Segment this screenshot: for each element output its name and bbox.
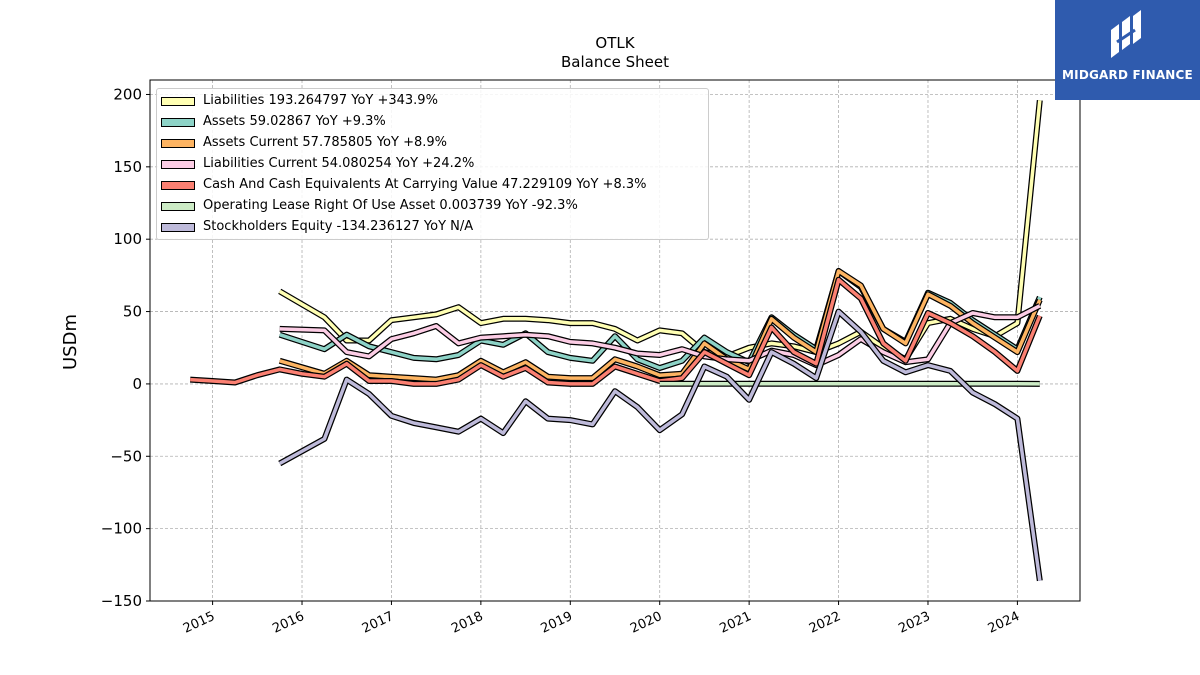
y-tick-label: 200 [113,85,142,103]
midgard-logo-icon [1111,10,1141,58]
y-tick-label: 100 [113,230,142,248]
y-axis-label: USDm [60,314,81,370]
series-stockholders-equity [278,308,1043,582]
x-tick-label: 2019 [539,609,575,637]
series-liabilities-current [279,303,1042,369]
legend-item-liabilities: Liabilities 193.264797 YoY +343.9% [157,91,707,111]
logo-text: MIDGARD FINANCE [1062,68,1193,82]
legend-item-cash: Cash And Cash Equivalents At Carrying Va… [157,175,707,195]
y-tick-label: −50 [110,447,142,465]
legend-swatch [161,97,195,106]
legend-label: Assets Current 57.785805 YoY +8.9% [203,135,447,150]
legend-swatch [161,223,195,232]
legend-item-assets-current: Assets Current 57.785805 YoY +8.9% [157,133,707,153]
y-tick-label: 150 [113,158,142,176]
x-tick-label: 2017 [360,609,396,637]
legend-item-liabilities-current: Liabilities Current 54.080254 YoY +24.2% [157,154,707,174]
series-lines [190,99,1043,582]
x-tick-label: 2016 [270,609,306,637]
chart-legend: Liabilities 193.264797 YoY +343.9% Asset… [156,88,709,240]
x-tick-label: 2021 [717,609,753,637]
legend-swatch [161,139,195,148]
y-tick-label: −150 [101,592,142,610]
series-line [278,309,1042,581]
x-tick-label: 2018 [449,609,485,637]
y-tick-label: 50 [123,303,142,321]
x-tick-label: 2022 [807,609,843,637]
legend-label: Assets 59.02867 YoY +9.3% [203,114,386,129]
legend-swatch [161,202,195,211]
legend-label: Stockholders Equity -134.236127 YoY N/A [203,219,474,234]
legend-item-stockholders-equity: Stockholders Equity -134.236127 YoY N/A [157,217,707,237]
series-line [279,269,1042,382]
midgard-finance-logo: MIDGARD FINANCE [1055,0,1200,100]
legend-label: Cash And Cash Equivalents At Carrying Va… [203,177,647,192]
x-tick-label: 2023 [896,609,932,637]
legend-item-assets: Assets 59.02867 YoY +9.3% [157,112,707,132]
legend-label: Operating Lease Right Of Use Asset 0.003… [203,198,578,213]
series-line [279,304,1041,367]
x-tick-label: 2015 [181,609,217,637]
legend-item-operating-lease: Operating Lease Right Of Use Asset 0.003… [157,196,707,216]
legend-swatch [161,160,195,169]
series-cash-and-cash-equivalents-at-carrying-value [190,276,1043,387]
series-line [190,277,1042,386]
chart-title: OTLK [595,34,635,52]
legend-swatch [161,118,195,127]
y-tick-label: −100 [101,520,142,538]
legend-label: Liabilities Current 54.080254 YoY +24.2% [203,156,475,171]
chart-subtitle: Balance Sheet [561,53,669,71]
legend-label: Liabilities 193.264797 YoY +343.9% [203,93,438,108]
x-tick-label: 2020 [628,609,664,637]
plot-frame [149,79,1081,602]
series-assets-current [278,268,1043,383]
x-tick-label: 2024 [986,609,1022,637]
y-tick-label: 0 [132,375,142,393]
legend-swatch [161,181,195,190]
